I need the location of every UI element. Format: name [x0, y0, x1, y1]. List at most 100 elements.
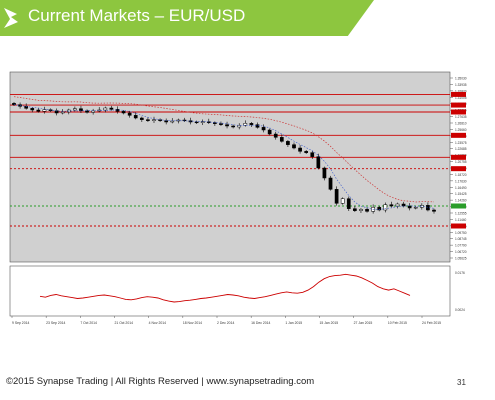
y-tick-label: 1.23575 — [455, 141, 467, 145]
candle-body — [316, 156, 321, 169]
x-tick-label: 27 Jan 2015 — [354, 321, 373, 325]
candle-body — [30, 108, 35, 111]
candle-body — [261, 127, 266, 131]
y-tick-label: 1.08745 — [455, 237, 467, 241]
y-tick-label: 1.26810 — [455, 122, 467, 126]
candle-body — [353, 208, 357, 211]
candle-body — [432, 209, 436, 212]
y-tick-label: 1.06720 — [455, 250, 467, 254]
y-tick-label: 1.16490 — [455, 186, 467, 190]
candle-body — [426, 205, 430, 211]
level-price-tag — [451, 102, 466, 108]
level-price-tag — [451, 166, 466, 172]
price-pane — [9, 71, 451, 263]
level-price-tag — [451, 109, 466, 115]
candle-body — [225, 124, 229, 127]
chart-svg: 1.350301.339351.328201.310051.295501.287… — [9, 71, 467, 325]
y-tick-label: 1.33935 — [455, 83, 467, 87]
candle-body — [194, 121, 199, 124]
candle-body — [12, 103, 16, 105]
candle-body — [273, 133, 278, 138]
candle-body — [219, 123, 223, 125]
candle-body — [267, 129, 272, 135]
candle-body — [146, 119, 150, 121]
x-tick-label: 18 Nov 2014 — [183, 321, 202, 325]
candle-body — [346, 198, 351, 209]
page-number: 31 — [457, 378, 466, 387]
candle-body — [249, 123, 254, 125]
candle-body — [103, 107, 108, 111]
candle-body — [200, 121, 205, 123]
candle-body — [231, 125, 235, 128]
candle-body — [292, 144, 296, 149]
candle-body — [213, 122, 217, 124]
page-title: Current Markets – EUR/USD — [28, 6, 246, 25]
candle-body — [328, 177, 333, 190]
oscillator-line — [39, 273, 411, 303]
candle-body — [334, 189, 339, 204]
candle-body — [389, 204, 394, 207]
x-tick-label: 7 Oct 2014 — [80, 321, 97, 325]
candle-body — [79, 108, 83, 111]
candle-body — [36, 109, 41, 112]
y-tick-label: 1.14260 — [455, 199, 467, 203]
title-banner — [0, 0, 374, 36]
candle-body — [310, 152, 315, 157]
y-tick-label: 1.18720 — [455, 173, 467, 177]
candle-body — [139, 117, 144, 120]
candle-body — [121, 111, 126, 114]
x-tick-label: 1 Jan 2015 — [285, 321, 302, 325]
oscillator-level-label: 0.0176 — [455, 271, 465, 275]
candle-body — [243, 123, 248, 126]
level-price-tag — [451, 154, 466, 160]
candle-body — [127, 112, 132, 116]
candle-body — [152, 119, 156, 121]
candle-body — [359, 209, 363, 211]
candle-body — [401, 203, 406, 207]
candle-body — [298, 147, 302, 152]
x-tick-label: 15 Jan 2015 — [320, 321, 339, 325]
x-tick-label: 16 Dec 2014 — [251, 321, 270, 325]
level-price-tag — [451, 91, 466, 97]
candle-body — [255, 124, 260, 128]
candle-body — [237, 125, 242, 128]
x-tick-label: 24 Feb 2015 — [422, 321, 441, 325]
candle-body — [395, 203, 400, 207]
candle-body — [85, 110, 89, 113]
candle-body — [365, 209, 369, 212]
candle-body — [133, 115, 138, 119]
y-tick-label: 1.07790 — [455, 244, 467, 248]
candle-body — [407, 205, 412, 209]
x-tick-label: 9 Sep 2014 — [12, 321, 29, 325]
y-tick-label: 1.31005 — [455, 96, 467, 100]
x-tick-label: 10 Feb 2015 — [388, 321, 407, 325]
candle-body — [91, 110, 95, 113]
x-tick-label: 2 Dec 2014 — [217, 321, 234, 325]
y-tick-label: 1.17630 — [455, 179, 467, 183]
oscillator-level-label: 0.0024 — [455, 308, 465, 312]
candle-body — [170, 120, 175, 123]
y-tick-label: 1.20755 — [455, 160, 467, 164]
y-tick-label: 1.25660 — [455, 128, 467, 132]
candle-body — [322, 167, 327, 179]
eurusd-chart: 1.350301.339351.328201.310051.295501.287… — [8, 70, 477, 328]
y-tick-label: 1.27635 — [455, 115, 467, 119]
x-tick-label: 21 Oct 2014 — [115, 321, 134, 325]
candle-body — [164, 120, 169, 123]
y-tick-label: 1.32820 — [455, 89, 467, 93]
candle-body — [60, 111, 65, 114]
candle-body — [413, 207, 418, 209]
y-tick-label: 1.09750 — [455, 231, 467, 235]
candle-body — [279, 137, 284, 142]
fast-moving-average-line — [13, 104, 435, 211]
slow-moving-average-line — [13, 96, 435, 203]
oscillator-pane — [9, 265, 451, 317]
candle-body — [383, 204, 388, 211]
candle-body — [304, 151, 309, 153]
level-price-tag — [451, 132, 466, 138]
candle-body — [286, 141, 290, 145]
candle-body — [42, 109, 47, 112]
level-price-tag — [451, 203, 466, 209]
synapse-logo-icon — [4, 8, 18, 28]
x-tick-label: 23 Sep 2014 — [46, 321, 65, 325]
